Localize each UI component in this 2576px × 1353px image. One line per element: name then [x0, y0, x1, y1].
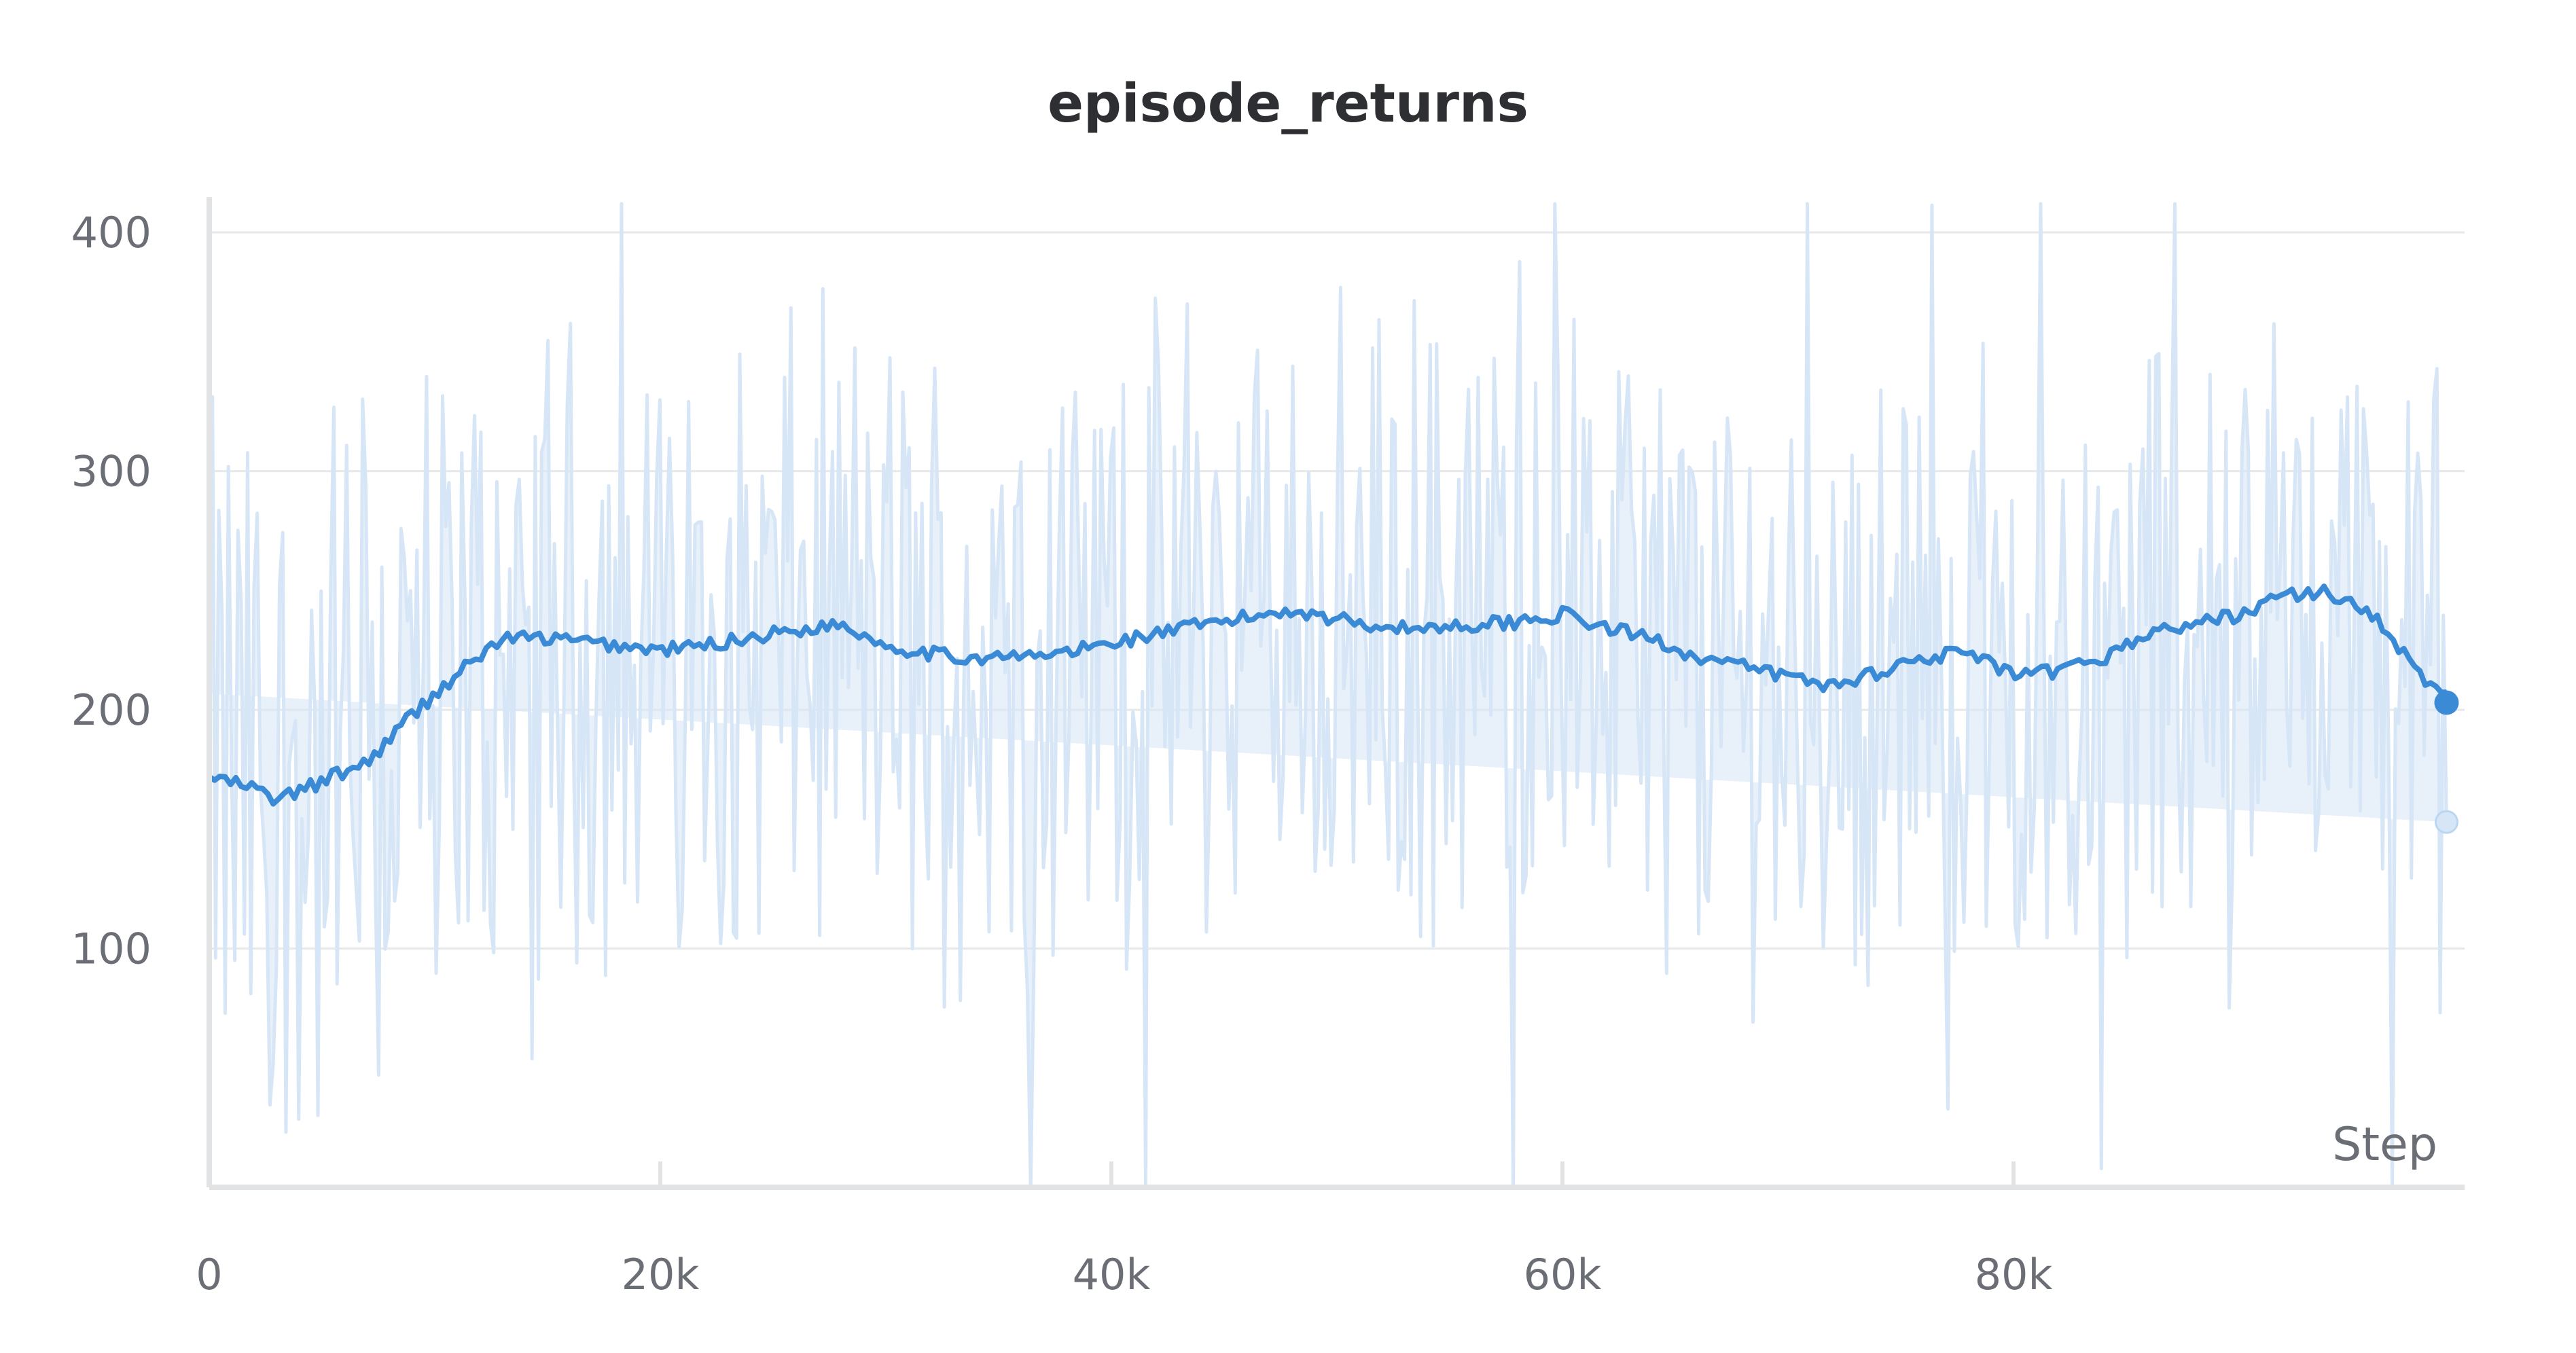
x-tick-label-20k: 20k [622, 1250, 700, 1299]
y-tick-label-400: 400 [71, 208, 151, 257]
smoothed-series-line [207, 583, 2447, 807]
axes [207, 197, 2465, 1190]
y-tick-label-300: 300 [71, 447, 151, 497]
x-tick-label-80k: 80k [1975, 1250, 2053, 1299]
raw-series-band [209, 204, 2447, 1187]
x-tick-label-0: 0 [196, 1250, 222, 1299]
x-tick-label-60k: 60k [1524, 1250, 1602, 1299]
raw-series-end-point[interactable] [2434, 810, 2458, 834]
tick-labels: 0 20k 40k 60k 80k 100 200 300 400 [71, 208, 2053, 1299]
y-tick-label-100: 100 [71, 924, 151, 974]
y-tick-label-200: 200 [71, 685, 151, 735]
chart-title: episode_returns [1048, 73, 1528, 134]
x-axis-label: Step [2332, 1118, 2437, 1172]
x-tick-label-40k: 40k [1073, 1250, 1151, 1299]
raw-series-line [207, 202, 2448, 1189]
smoothed-series-end-point[interactable] [2434, 690, 2459, 715]
